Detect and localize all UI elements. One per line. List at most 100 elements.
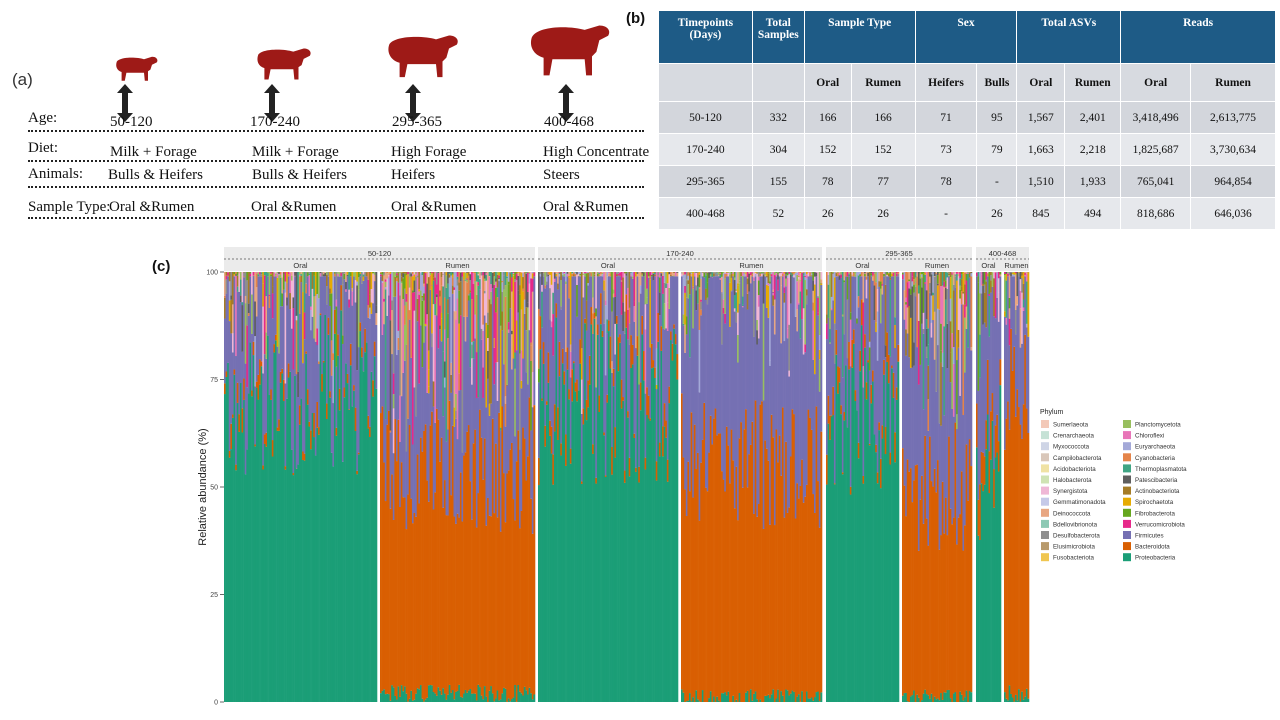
bar-segment-firmicutes — [372, 303, 375, 381]
bar-segment-bacteroidota — [278, 419, 281, 431]
bar-segment-deinococcota — [737, 272, 739, 284]
bar-segment-fibrobacterota — [650, 274, 653, 277]
bar-segment-cyanobacteria — [367, 272, 370, 280]
bar-segment-deinococcota — [1016, 296, 1019, 305]
bar-segment-bacteroidota — [793, 414, 796, 692]
bar-segment-desulfobacterota — [685, 280, 688, 298]
bar-segment-patescibacteria — [239, 295, 242, 303]
bar-segment-euryarchaeota — [310, 310, 312, 331]
bar-segment-proteobacteria — [767, 694, 770, 702]
bar-segment-euryarchaeota — [979, 272, 981, 294]
bar-segment-bacteroidota — [809, 417, 812, 699]
bar-segment-fibrobacterota — [868, 347, 871, 371]
bar-segment-euryarchaeota — [684, 274, 687, 286]
bar-segment-planctomycetota — [737, 334, 739, 363]
bar-segment-cyanobacteria — [701, 272, 704, 273]
bar-segment-verrucomicrobiota — [700, 299, 703, 302]
bar-segment-deinococcota — [604, 272, 607, 301]
bar-segment-proteobacteria — [552, 484, 555, 702]
bar-segment-bacteroidota — [364, 328, 367, 353]
bar-segment-proteobacteria — [359, 331, 362, 702]
legend-swatch — [1041, 431, 1049, 440]
bar-segment-proteobacteria — [968, 691, 971, 702]
bar-segment-proteobacteria — [310, 449, 312, 702]
bar-segment-deinococcota — [504, 396, 507, 404]
bar-segment-proteobacteria — [868, 445, 871, 702]
bar-segment-desulfobacterota — [542, 273, 545, 277]
bar-segment-chloroflexi — [434, 272, 437, 274]
bar-segment-firmicutes — [533, 276, 536, 406]
bar-segment-synergistota — [807, 273, 810, 277]
bar-segment-verrucomicrobiota — [1024, 272, 1027, 275]
bar-segment-deinococcota — [487, 272, 489, 313]
bar-segment-firmicutes — [608, 276, 610, 321]
bar-segment-fibrobacterota — [913, 284, 916, 293]
bar-segment-firmicutes — [346, 276, 349, 374]
bar-segment-synergistota — [817, 272, 820, 297]
bar-segment-actinobacteriota — [593, 272, 596, 275]
bar-segment-firmicutes — [310, 330, 312, 431]
bar-segment-bacteroidota — [1025, 408, 1028, 689]
bar-segment-desulfobacterota — [246, 280, 249, 326]
bar-segment-bacteroidota — [943, 533, 946, 693]
y-tick-label: 75 — [210, 377, 218, 384]
bar-segment-deinococcota — [682, 272, 685, 275]
bar-segment-bacteroidota — [913, 480, 916, 691]
bar-segment-bacteroidota — [630, 335, 633, 368]
bar-segment-chloroflexi — [482, 330, 485, 368]
bar-segment-spirochaetota — [887, 273, 890, 274]
bar-segment-bacteroidota — [303, 453, 306, 461]
bar-segment-thermoplasmatota — [733, 295, 736, 309]
bar-segment-cyanobacteria — [865, 276, 868, 280]
bar-segment-firmicutes — [754, 276, 757, 401]
bar-segment-bacteroidota — [962, 550, 965, 701]
legend-label: Bacteroidota — [1135, 544, 1170, 551]
bar-segment-thermoplasmatota — [450, 272, 453, 276]
bar-segment-thermoplasmatota — [313, 275, 316, 297]
bar-segment-cyanobacteria — [670, 272, 672, 275]
bar-segment-synergistota — [522, 272, 525, 274]
bar-segment-proteobacteria — [841, 474, 844, 702]
bar-segment-thermoplasmatota — [257, 274, 260, 277]
bar-segment-firmicutes — [697, 303, 699, 453]
bar-segment-cyanobacteria — [227, 275, 230, 277]
bar-segment-firmicutes — [965, 328, 968, 445]
bar-segment-fibrobacterota — [883, 273, 886, 277]
bar-segment-cyanobacteria — [279, 272, 282, 275]
bar-segment-fibrobacterota — [956, 360, 958, 415]
bar-segment-deinococcota — [601, 272, 604, 273]
bar-segment-firmicutes — [437, 348, 440, 420]
bar-segment-euryarchaeota — [228, 281, 231, 301]
bar-segment-cyanobacteria — [568, 277, 571, 299]
bar-segment-proteobacteria — [432, 692, 435, 702]
bar-segment-euryarchaeota — [501, 272, 504, 281]
bar-segment-proteobacteria — [1027, 698, 1030, 702]
bar-segment-actinobacteriota — [381, 274, 384, 281]
bar-segment-bacteroidota — [905, 516, 908, 693]
bar-segment-firmicutes — [906, 333, 909, 460]
bar-segment-firmicutes — [361, 283, 363, 348]
bar-segment-planctomycetota — [854, 272, 857, 274]
bar-segment-firmicutes — [349, 276, 352, 344]
bar-segment-proteobacteria — [485, 696, 488, 702]
bar-segment-euryarchaeota — [970, 273, 973, 277]
bar-segment-firmicutes — [695, 310, 698, 470]
bar-segment-firmicutes — [804, 352, 807, 497]
bar-segment-euryarchaeota — [948, 272, 951, 274]
bar-segment-firmicutes — [439, 329, 442, 462]
bar-segment-bacteroidota — [827, 395, 830, 424]
bar-segment-bacteroidota — [697, 452, 699, 700]
bar-segment-actinobacteriota — [587, 273, 590, 284]
bar-segment-planctomycetota — [418, 293, 421, 295]
bar-segment-bacteroidota — [759, 404, 762, 700]
bar-segment-proteobacteria — [343, 397, 346, 702]
bar-segment-bacteroidota — [982, 452, 985, 492]
bar-segment-thermoplasmatota — [848, 274, 851, 277]
bar-segment-proteobacteria — [789, 693, 792, 702]
bar-segment-chloroflexi — [619, 272, 622, 273]
table-cell: 765,041 — [1120, 165, 1192, 198]
bar-segment-planctomycetota — [644, 272, 647, 305]
bar-segment-proteobacteria — [375, 388, 378, 702]
bar-segment-chloroflexi — [775, 273, 778, 277]
bar-segment-patescibacteria — [636, 272, 639, 273]
